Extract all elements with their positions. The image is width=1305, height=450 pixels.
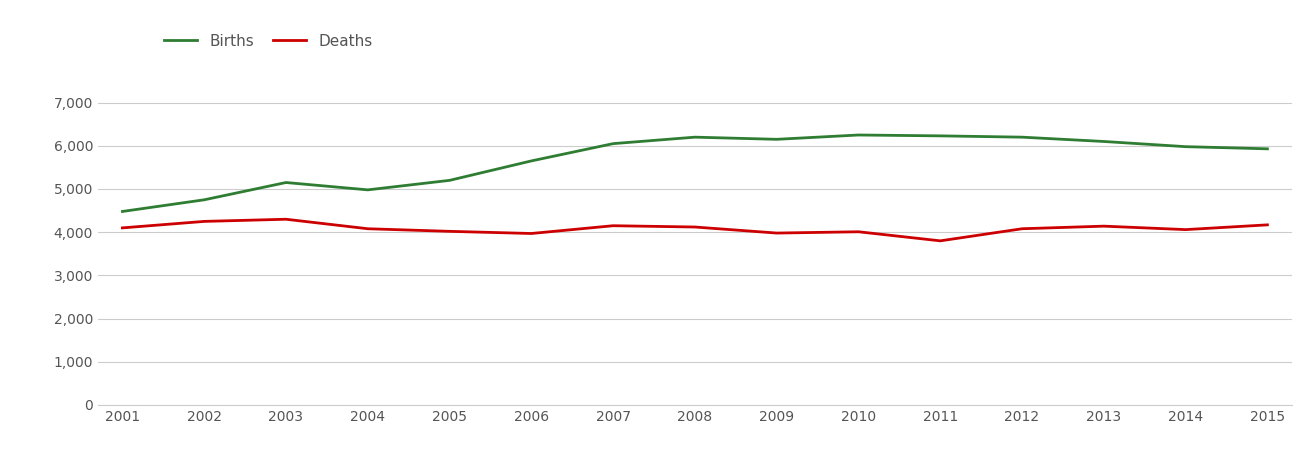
Births [196,197,211,202]
Births [769,137,784,142]
Births [933,133,949,139]
Deaths [606,223,621,229]
Births [278,180,294,185]
Deaths [851,229,867,234]
Line: Deaths: Deaths [123,219,1267,241]
Deaths [1096,224,1112,229]
Births [1014,135,1030,140]
Deaths [686,224,702,230]
Births [441,178,457,183]
Deaths [278,216,294,222]
Births [523,158,539,164]
Births [686,135,702,140]
Deaths [360,226,376,231]
Births [606,141,621,146]
Deaths [769,230,784,236]
Deaths [196,219,211,224]
Deaths [1178,227,1194,232]
Births [1259,146,1275,152]
Deaths [1014,226,1030,231]
Births [360,187,376,193]
Births [1178,144,1194,149]
Legend: Births, Deaths: Births, Deaths [158,28,378,55]
Deaths [523,231,539,236]
Deaths [1259,222,1275,228]
Line: Births: Births [123,135,1267,212]
Deaths [115,225,130,230]
Births [1096,139,1112,144]
Deaths [441,229,457,234]
Births [851,132,867,138]
Deaths [933,238,949,243]
Births [115,209,130,214]
